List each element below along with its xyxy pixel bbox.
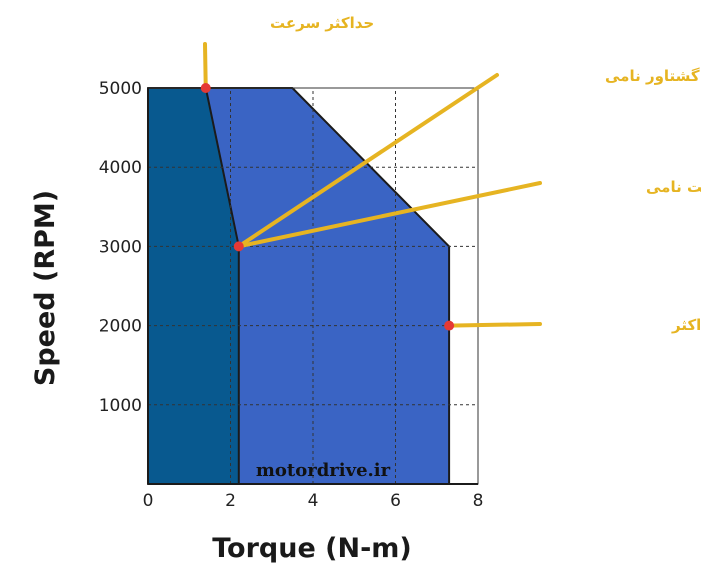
x-tick-label: 8 <box>473 491 484 511</box>
x-tick-label: 6 <box>390 491 401 511</box>
leader-line-rated-torque <box>236 73 499 249</box>
annotation-markers <box>200 83 455 331</box>
leader-line-rated-speed <box>236 181 542 249</box>
annotation-leaders: حداکثر سرعت گشتاور نامی سرعت نامی گشتاور حد… <box>203 14 701 334</box>
y-tick-label: 3000 <box>99 237 142 257</box>
x-tick-label: 0 <box>143 491 154 511</box>
annotation-label-rated-speed: سرعت نامی <box>646 178 701 196</box>
y-tick-label: 2000 <box>99 317 142 337</box>
watermark-text: motordrive.ir <box>256 460 391 481</box>
marker-point-max-torque <box>444 320 455 331</box>
y-axis-title: Speed (RPM) <box>30 190 61 386</box>
tick-labels: 0 2 4 6 8 1000 2000 3000 4000 5000 <box>99 79 484 511</box>
y-tick-label: 4000 <box>99 158 142 178</box>
operating-regions <box>147 87 451 485</box>
marker-point-rated-torque <box>233 241 244 252</box>
y-tick-label: 5000 <box>99 79 142 99</box>
annotation-label-max-speed: حداکثر سرعت <box>270 14 374 32</box>
annotation-label-rated-torque: گشتاور نامی <box>605 67 700 85</box>
annotation-label-max-torque: گشتاور حداکثر <box>671 316 701 334</box>
leader-line-max-torque <box>447 322 542 328</box>
plot-frame <box>147 87 479 485</box>
y-tick-label: 1000 <box>99 396 142 416</box>
x-axis-title: Torque (N-m) <box>212 533 412 564</box>
leader-line-max-speed <box>203 42 208 90</box>
x-tick-label: 2 <box>225 491 236 511</box>
x-tick-label: 4 <box>308 491 319 511</box>
grid-lines <box>148 88 478 484</box>
marker-point-max-speed <box>200 83 211 93</box>
